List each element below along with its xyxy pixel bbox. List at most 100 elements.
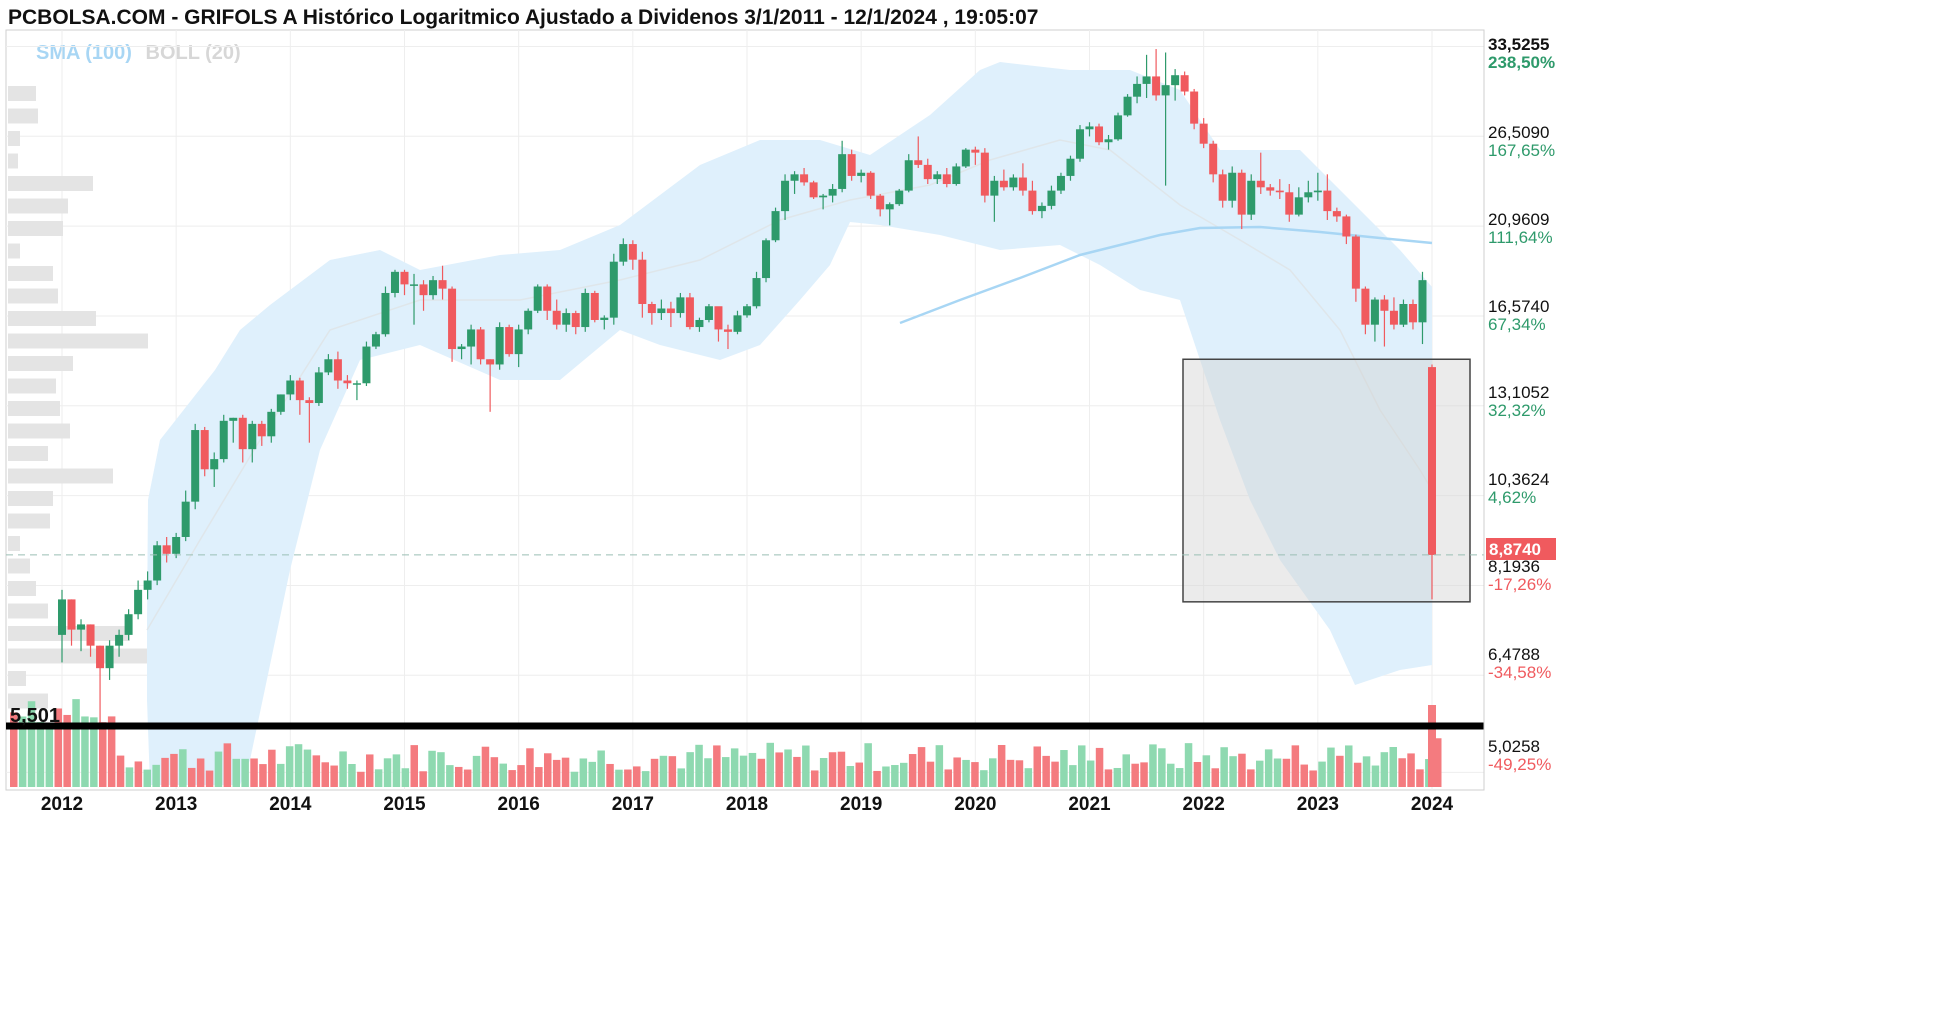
highlight-zone <box>1182 358 1471 603</box>
year-tick-label: 2021 <box>1068 794 1111 815</box>
candle-up <box>1304 192 1313 198</box>
price-tick-label: 6,4788 <box>1488 645 1540 664</box>
volume-bar <box>659 755 668 787</box>
candle-up <box>267 411 276 437</box>
volume-bar <box>1184 743 1193 787</box>
volume-profile-bar <box>8 581 36 596</box>
volume-bar <box>508 770 516 787</box>
candle-down <box>1285 192 1294 215</box>
candle-down <box>1218 174 1227 201</box>
percent-tick-label: -34,58% <box>1488 663 1551 682</box>
price-tick-label: 13,1052 <box>1488 383 1549 402</box>
candle-up <box>904 160 913 191</box>
time-axis: 2012 2013 2014 2015 2016 2017 2018 2019 2020 2021… <box>41 794 1454 815</box>
volume-profile-bar <box>8 603 48 619</box>
volume-bar <box>864 743 872 787</box>
volume-bar <box>1264 749 1273 787</box>
price-tick-label: 26,5090 <box>1488 123 1549 142</box>
candle-up <box>1066 158 1075 176</box>
candle-up <box>1133 83 1142 97</box>
volume-bar <box>891 765 899 787</box>
volume-bar <box>499 763 507 787</box>
candle-up <box>885 204 894 210</box>
volume-bar <box>36 722 45 787</box>
year-tick-label: 2016 <box>498 794 540 815</box>
candle-up <box>134 589 143 615</box>
volume-bar <box>481 746 490 787</box>
candle-down <box>1028 190 1037 212</box>
year-tick-label: 2023 <box>1297 794 1339 815</box>
volume-bar <box>819 757 828 787</box>
price-tick-label: 16,5740 <box>1488 297 1549 316</box>
support-level-label: 5,501 <box>10 705 60 727</box>
candle-up <box>790 174 799 181</box>
volume-bar <box>81 716 89 787</box>
volume-bar <box>232 758 240 787</box>
indicator-legend: SMA (100) BOLL (20) <box>36 42 249 65</box>
volume-bar <box>1434 738 1442 787</box>
candle-down <box>1199 123 1208 144</box>
volume-bar <box>392 754 401 787</box>
candle-up <box>1104 139 1113 143</box>
volume-bar <box>1291 745 1300 787</box>
volume-bar <box>730 748 739 787</box>
candle-up <box>1294 197 1303 215</box>
volume-bar <box>250 758 258 787</box>
volume-bar <box>855 762 863 787</box>
candle-up <box>1085 126 1094 130</box>
candle-down <box>238 417 247 450</box>
volume-bar <box>170 753 178 787</box>
volume-bar <box>1042 755 1050 787</box>
volume-bar <box>944 769 952 787</box>
volume-bar <box>784 749 792 787</box>
year-tick-label: 2024 <box>1411 794 1454 815</box>
volume-bar <box>650 758 659 787</box>
candle-up <box>105 645 114 669</box>
volume-bar <box>1006 759 1015 787</box>
volume-bar <box>757 758 766 787</box>
candle-up <box>619 244 628 262</box>
volume-bar <box>490 757 499 787</box>
volume-bar <box>873 770 881 787</box>
candle-down <box>980 152 989 196</box>
candle-up <box>324 359 333 373</box>
volume-bar <box>1131 763 1139 787</box>
candle-up <box>1228 172 1237 201</box>
candle-up <box>210 459 219 470</box>
candle-up <box>352 383 361 385</box>
candle-down <box>1018 177 1027 191</box>
candle-up <box>952 166 961 185</box>
sma-legend-label[interactable]: SMA (100) <box>36 42 132 64</box>
candle-up <box>1114 115 1123 140</box>
volume-profile-bar <box>8 131 20 146</box>
candle-up <box>695 319 704 328</box>
volume-bar <box>561 757 570 787</box>
volume-bar <box>1122 754 1130 787</box>
candle-down <box>1256 180 1265 188</box>
candle-up <box>743 306 751 316</box>
candle-down <box>1237 172 1246 215</box>
volume-profile-bar <box>8 288 58 304</box>
volume-bar <box>277 763 285 787</box>
candle-up <box>248 423 257 450</box>
volume-bar <box>517 765 525 787</box>
candle-up <box>895 190 904 205</box>
candle-up <box>524 310 533 330</box>
year-tick-label: 2020 <box>954 794 996 815</box>
volume-bar <box>1069 765 1077 787</box>
candle-down <box>800 174 809 183</box>
volume-bar <box>1247 769 1255 787</box>
volume-bar <box>339 751 347 787</box>
candle-down <box>847 154 856 176</box>
candle-down <box>1180 75 1189 92</box>
volume-bar <box>695 744 703 787</box>
boll-legend-label[interactable]: BOLL (20) <box>145 42 241 64</box>
volume-profile-bar <box>8 86 36 101</box>
year-tick-label: 2013 <box>155 794 197 815</box>
candle-up <box>58 599 66 635</box>
volume-bar <box>997 744 1006 787</box>
candle-up <box>771 211 780 241</box>
candle-up <box>1247 180 1256 215</box>
volume-bar <box>641 771 650 787</box>
